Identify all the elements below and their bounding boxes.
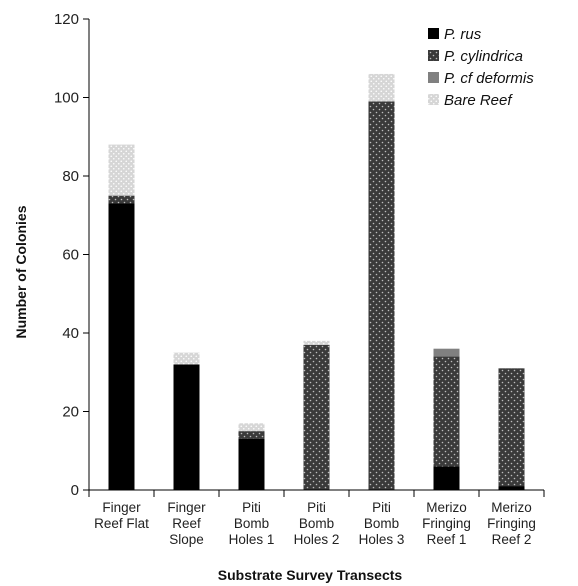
bar-segment-p-rus (433, 466, 460, 490)
x-tick-label: Piti Bomb Holes 2 (294, 500, 340, 547)
legend-label-p-cf-deformis: P. cf deformis (444, 70, 534, 87)
x-axis-title: Substrate Survey Transects (218, 567, 403, 583)
y-tick-label: 0 (71, 482, 79, 499)
bar-group-7 (498, 368, 525, 490)
bar-segment-p-cf-deformis (433, 348, 460, 357)
y-tick-label: 20 (62, 404, 79, 421)
bar-segment-bare-reef (368, 73, 395, 102)
bar-segment-bare-reef (238, 423, 265, 432)
y-tick-label: 100 (54, 90, 79, 107)
bar-group-6 (433, 348, 460, 490)
legend-label-bare-reef: Bare Reef (444, 92, 513, 109)
x-axis: Finger Reef Flat Finger Reef Slope Piti Bomb Ho… (88, 489, 545, 547)
y-axis: 0 20 40 60 80 100 120 (54, 11, 90, 499)
legend-label-p-rus: P. rus (444, 26, 482, 43)
x-tick-label: Finger Reef Flat (94, 500, 149, 531)
y-axis-title: Number of Colonies (13, 205, 29, 338)
bar-segment-bare-reef (173, 352, 200, 365)
legend: P. rus P. cylindrica P. cf deformis Bare Re… (428, 26, 534, 109)
x-tick-label: Piti Bomb Holes 1 (229, 500, 275, 547)
legend-swatch-bare-reef (428, 94, 439, 105)
bar-group-5 (368, 73, 395, 491)
y-tick-label: 60 (62, 247, 79, 264)
y-tick-label: 80 (62, 168, 79, 185)
bar-segment-p-rus (238, 438, 265, 490)
x-tick-label: Merizo Fringing Reef 1 (422, 500, 471, 547)
bar-segment-p-cylindrica (108, 195, 135, 204)
bar-segment-bare-reef (303, 340, 330, 345)
bar-group-3 (238, 423, 265, 490)
x-tick-label: Piti Bomb Holes 3 (359, 500, 405, 547)
bar-segment-p-cylindrica (238, 431, 265, 439)
bar-segment-p-rus (498, 486, 525, 490)
bar-segment-p-cylindrica (433, 356, 460, 467)
x-tick-label: Finger Reef Slope (167, 500, 206, 547)
x-tick-label: Merizo Fringing Reef 2 (487, 500, 536, 547)
bar-segment-p-rus (108, 203, 135, 490)
y-tick-label: 120 (54, 11, 79, 28)
bar-segment-p-cylindrica (368, 101, 395, 491)
y-tick-label: 40 (62, 325, 79, 342)
legend-swatch-p-rus (428, 28, 439, 39)
bar-group-2 (173, 352, 200, 490)
legend-swatch-p-cf-deformis (428, 72, 439, 83)
bar-group-4 (303, 340, 330, 490)
bar-group-1 (108, 144, 135, 490)
bar-segment-p-cylindrica (303, 344, 330, 490)
bar-segment-bare-reef (108, 144, 135, 196)
plot-area (108, 73, 525, 491)
legend-swatch-p-cylindrica (428, 50, 439, 61)
bar-segment-p-rus (173, 364, 200, 490)
legend-label-p-cylindrica: P. cylindrica (444, 48, 523, 65)
bar-segment-p-cylindrica (498, 368, 525, 487)
